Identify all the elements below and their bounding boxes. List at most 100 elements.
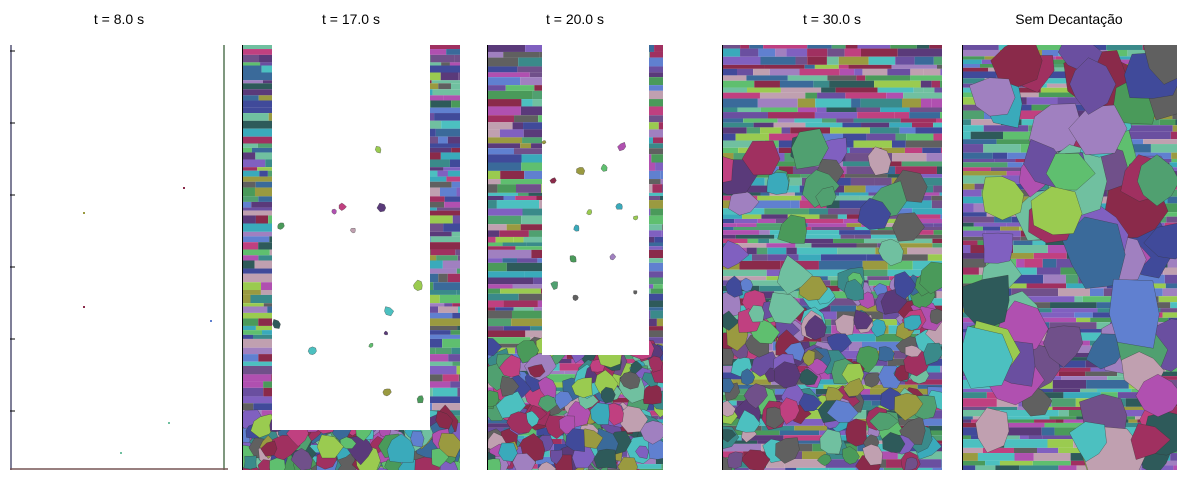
grain	[1048, 439, 1074, 448]
grain	[1171, 159, 1177, 162]
grain	[1171, 132, 1177, 139]
grain	[242, 306, 267, 312]
grain	[1066, 275, 1078, 284]
grain	[645, 278, 685, 285]
grain	[487, 122, 513, 129]
grain	[757, 196, 801, 201]
grain	[766, 243, 795, 247]
grain	[962, 212, 987, 216]
grain	[451, 348, 485, 354]
grain	[722, 270, 767, 276]
grain	[487, 137, 522, 143]
grain	[450, 159, 469, 167]
grain	[843, 161, 872, 166]
grain	[855, 235, 871, 239]
grain	[962, 111, 984, 120]
panel	[10, 45, 228, 470]
panel	[228, 45, 501, 475]
grain	[452, 313, 476, 319]
grain	[962, 392, 987, 398]
grain	[860, 99, 902, 108]
grain	[839, 57, 869, 65]
grain	[438, 274, 448, 282]
grain	[931, 196, 945, 201]
grain	[649, 246, 663, 250]
grain	[434, 113, 468, 121]
grain	[1032, 241, 1045, 245]
grain	[995, 465, 1019, 471]
grain	[453, 215, 491, 223]
grain	[242, 62, 260, 65]
grain	[722, 49, 740, 57]
grain	[514, 115, 538, 122]
grain	[643, 99, 688, 106]
grain	[861, 123, 889, 128]
grain	[446, 177, 489, 182]
grain	[513, 122, 523, 129]
grain	[1034, 253, 1067, 259]
grain	[962, 465, 975, 471]
grain	[878, 88, 914, 93]
grain	[821, 88, 836, 93]
grain	[425, 242, 472, 249]
grain	[811, 243, 856, 247]
grain	[722, 239, 747, 243]
grain	[487, 330, 525, 337]
grain	[450, 62, 476, 65]
grain	[438, 137, 448, 144]
grain	[813, 81, 829, 88]
grain	[846, 166, 874, 174]
grain	[936, 118, 957, 122]
grain	[487, 246, 515, 250]
grain	[651, 154, 688, 162]
grain	[905, 148, 922, 153]
grain	[242, 403, 253, 410]
grain	[722, 148, 738, 153]
grain	[962, 64, 980, 68]
grain	[452, 362, 478, 366]
speck	[183, 187, 185, 189]
grain	[242, 255, 258, 260]
grain	[921, 81, 932, 88]
grain	[962, 217, 994, 223]
grain	[1151, 144, 1177, 153]
grain	[503, 196, 515, 200]
grain	[443, 374, 459, 381]
grain	[805, 123, 842, 128]
grain	[458, 72, 482, 80]
grain	[487, 250, 531, 258]
grain	[513, 237, 523, 243]
grain	[892, 140, 906, 147]
grain	[661, 171, 702, 179]
grain	[1159, 296, 1177, 302]
grain	[1170, 453, 1177, 461]
grain	[242, 295, 250, 303]
grain	[653, 284, 662, 288]
grain	[962, 435, 971, 439]
grain	[800, 69, 840, 76]
grain	[1129, 125, 1173, 131]
grain	[516, 184, 541, 193]
grain	[438, 83, 451, 89]
grain	[736, 134, 769, 141]
grain	[1163, 288, 1177, 296]
grain	[1004, 439, 1047, 448]
grain	[259, 171, 268, 177]
grain	[455, 250, 484, 256]
grain	[836, 118, 853, 122]
grain	[411, 431, 425, 447]
grain	[487, 148, 514, 154]
grain	[933, 123, 942, 128]
grain	[512, 311, 542, 319]
grain	[856, 243, 877, 247]
grain	[514, 307, 534, 310]
panel-title: t = 30.0 s	[803, 11, 861, 27]
grain	[270, 458, 286, 475]
grain	[647, 263, 669, 271]
grain	[1034, 45, 1062, 50]
grain	[487, 143, 520, 148]
grain	[1052, 308, 1098, 312]
grain	[487, 271, 524, 277]
grain	[645, 72, 688, 77]
grain	[962, 56, 985, 59]
